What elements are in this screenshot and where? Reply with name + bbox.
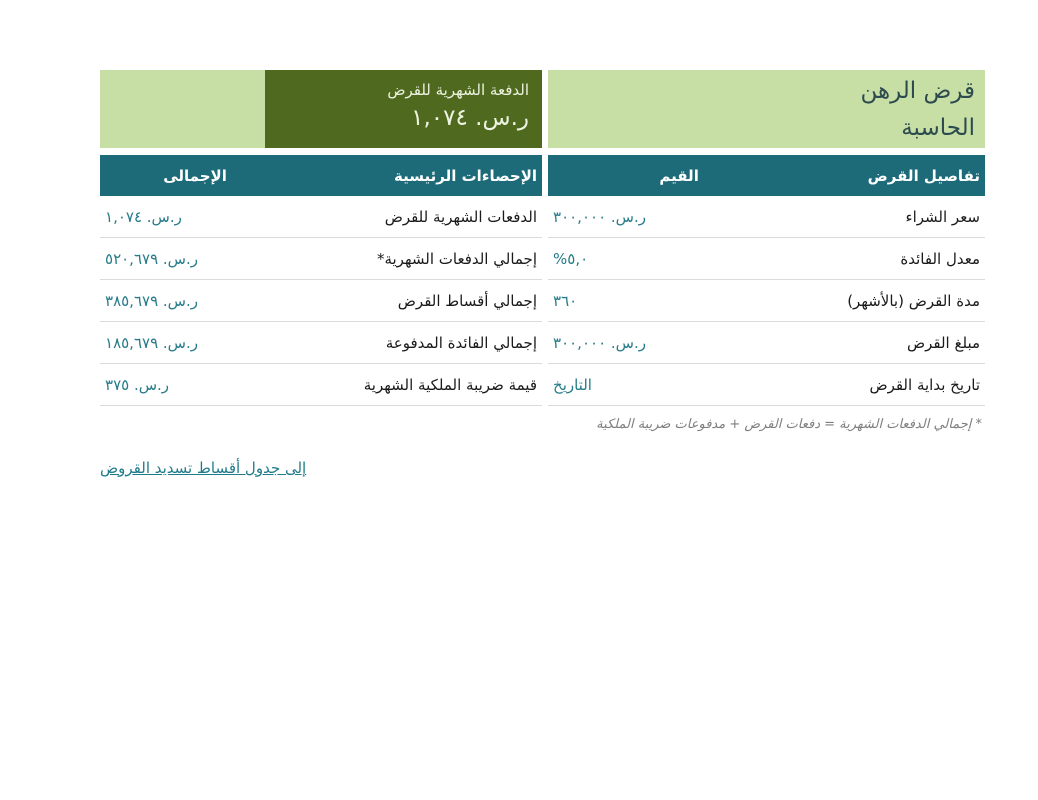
monthly-loan-payments-value: ر.س. ١,٠٧٤	[105, 207, 182, 226]
page-title: قرض الرهن الحاسبة	[548, 70, 985, 148]
table-row: سعر الشراء ر.س. ٣٠٠,٠٠٠	[548, 196, 985, 238]
monthly-payment-label: الدفعة الشهرية للقرض	[387, 81, 529, 99]
table-row: قيمة ضريبة الملكية الشهرية ر.س. ٣٧٥	[100, 364, 542, 406]
purchase-price-value[interactable]: ر.س. ٣٠٠,٠٠٠	[553, 207, 646, 226]
amortization-schedule-link[interactable]: إلى جدول أقساط تسديد القروض	[100, 459, 307, 477]
table-row: معدل الفائدة ٥,٠%	[548, 238, 985, 280]
loan-details-table: تفاصيل القرض القيم سعر الشراء ر.س. ٣٠٠,٠…	[548, 155, 985, 406]
purchase-price-label: سعر الشراء	[905, 207, 980, 226]
total-monthly-payments-value: ر.س. ٥٢٠,٦٧٩	[105, 249, 198, 268]
loan-term-months-value[interactable]: ٣٦٠	[553, 291, 578, 310]
interest-rate-label: معدل الفائدة	[900, 249, 980, 268]
loan-term-months-label: مدة القرض (بالأشهر)	[847, 291, 980, 310]
banner-left-strip	[100, 70, 265, 148]
loan-start-date-value[interactable]: التاريخ	[553, 375, 592, 394]
monthly-payment-value: ر.س. ١,٠٧٤	[411, 105, 529, 131]
key-statistics-table: الإحصاءات الرئيسية الإجمالى الدفعات الشه…	[100, 155, 542, 406]
loan-details-header-values: القيم	[659, 166, 699, 185]
loan-amount-value[interactable]: ر.س. ٣٠٠,٠٠٠	[553, 333, 646, 352]
page-title-line1: قرض الرهن	[860, 78, 975, 104]
table-row: الدفعات الشهرية للقرض ر.س. ١,٠٧٤	[100, 196, 542, 238]
total-loan-installments-value: ر.س. ٣٨٥,٦٧٩	[105, 291, 198, 310]
loan-details-header-label: تفاصيل القرض	[867, 166, 980, 185]
footnote: * إجمالي الدفعات الشهرية = دفعات القرض +…	[596, 417, 982, 432]
table-row: إجمالي الدفعات الشهرية* ر.س. ٥٢٠,٦٧٩	[100, 238, 542, 280]
key-statistics-header-total: الإجمالى	[163, 166, 227, 185]
table-row: تاريخ بداية القرض التاريخ	[548, 364, 985, 406]
table-row: مدة القرض (بالأشهر) ٣٦٠	[548, 280, 985, 322]
table-row: إجمالي الفائدة المدفوعة ر.س. ١٨٥,٦٧٩	[100, 322, 542, 364]
total-interest-paid-value: ر.س. ١٨٥,٦٧٩	[105, 333, 198, 352]
page-title-line2: الحاسبة	[901, 115, 975, 141]
loan-amount-label: مبلغ القرض	[906, 333, 980, 352]
interest-rate-value[interactable]: ٥,٠%	[553, 249, 589, 268]
monthly-loan-payments-label: الدفعات الشهرية للقرض	[384, 207, 537, 226]
loan-details-header: تفاصيل القرض القيم	[548, 155, 985, 196]
key-statistics-header: الإحصاءات الرئيسية الإجمالى	[100, 155, 542, 196]
table-row: إجمالي أقساط القرض ر.س. ٣٨٥,٦٧٩	[100, 280, 542, 322]
loan-start-date-label: تاريخ بداية القرض	[869, 375, 980, 394]
table-row: مبلغ القرض ر.س. ٣٠٠,٠٠٠	[548, 322, 985, 364]
monthly-property-tax-value: ر.س. ٣٧٥	[105, 375, 170, 394]
total-loan-installments-label: إجمالي أقساط القرض	[397, 291, 537, 310]
monthly-payment-box: الدفعة الشهرية للقرض ر.س. ١,٠٧٤	[265, 70, 542, 148]
total-interest-paid-label: إجمالي الفائدة المدفوعة	[385, 333, 537, 352]
key-statistics-header-label: الإحصاءات الرئيسية	[394, 166, 537, 185]
total-monthly-payments-label: إجمالي الدفعات الشهرية*	[376, 249, 537, 268]
monthly-property-tax-label: قيمة ضريبة الملكية الشهرية	[363, 375, 537, 394]
